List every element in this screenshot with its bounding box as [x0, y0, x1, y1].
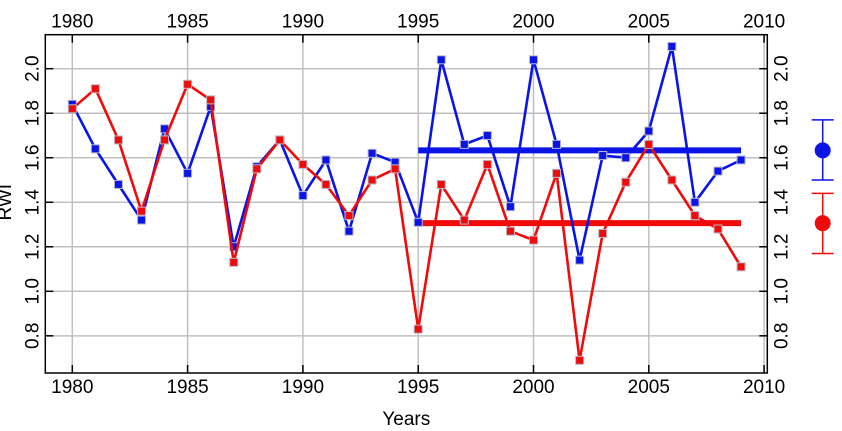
red-line	[71, 83, 743, 362]
red-error-bar	[811, 192, 834, 255]
left-tick-label: 1.2	[22, 234, 43, 260]
left-tick-label: 1.6	[22, 145, 43, 171]
top-tick-label: 1985	[166, 12, 208, 33]
red-marker	[621, 177, 631, 187]
red-marker	[736, 262, 746, 272]
blue-marker	[529, 55, 538, 65]
red-marker	[90, 84, 100, 94]
axes: 1980 1980 1985 1985 1990 1990 1995 1995 2000 2000…	[22, 12, 792, 398]
red-marker	[459, 215, 469, 225]
red-marker	[229, 257, 239, 267]
red-marker	[252, 164, 262, 174]
blue-marker	[690, 197, 700, 207]
bottom-tick-label: 2000	[512, 377, 554, 398]
bottom-tick-label: 1980	[51, 377, 93, 398]
blue-marker	[505, 202, 515, 212]
blue-error-bar	[811, 119, 834, 181]
blue-marker	[298, 191, 308, 201]
blue-marker	[136, 215, 146, 225]
blue-marker	[344, 226, 354, 236]
blue-marker	[482, 130, 492, 140]
red-marker	[67, 104, 77, 114]
red-marker	[344, 211, 354, 221]
blue-marker	[459, 139, 469, 149]
right-tick-label: 1.8	[771, 100, 792, 126]
red-marker	[575, 355, 585, 365]
blue-marker	[367, 148, 377, 158]
blue-marker	[736, 155, 746, 165]
plot-frame	[44, 33, 769, 374]
red-marker	[275, 135, 285, 145]
bottom-tick-label: 2005	[628, 377, 670, 398]
top-tick-label: 1990	[282, 12, 324, 33]
y-axis-label: RWI	[0, 184, 16, 221]
blue-marker	[183, 168, 193, 178]
red-marker	[298, 159, 308, 169]
blue-legend-dot	[814, 142, 831, 159]
blue-marker	[321, 155, 331, 165]
red-marker	[113, 135, 123, 145]
blue-marker	[90, 144, 100, 154]
red-marker	[367, 175, 377, 185]
blue-marker	[644, 126, 654, 136]
bottom-tick-label: 2010	[743, 377, 785, 398]
bottom-tick-label: 1995	[397, 377, 439, 398]
red-marker	[552, 168, 562, 178]
right-tick-label: 1.4	[771, 189, 792, 216]
right-tick-label: 1.2	[771, 234, 792, 260]
red-legend-dot	[814, 215, 831, 232]
blue-marker	[575, 255, 585, 265]
top-tick-label: 2010	[743, 12, 785, 33]
top-tick-label: 2000	[512, 12, 554, 33]
red-marker	[321, 179, 331, 189]
grid-lines	[45, 34, 768, 373]
bottom-tick-label: 1990	[282, 377, 324, 398]
red-marker	[505, 226, 515, 236]
red-marker	[690, 211, 700, 221]
blue-marker	[413, 217, 423, 227]
red-marker	[183, 79, 193, 89]
blue-marker	[621, 153, 631, 163]
right-tick-label: 2.0	[771, 55, 792, 81]
red-marker	[136, 206, 146, 216]
red-marker	[713, 224, 723, 234]
blue-marker	[552, 139, 562, 149]
top-tick-label: 1995	[397, 12, 439, 33]
red-marker	[390, 164, 400, 174]
red-marker	[667, 175, 677, 185]
blue-marker	[667, 41, 677, 51]
blue-marker	[113, 179, 123, 189]
left-tick-label: 1.0	[22, 278, 43, 304]
red-marker	[598, 228, 608, 238]
red-marker	[482, 159, 492, 169]
x-axis-label: Years	[382, 409, 430, 430]
blue-marker	[713, 166, 723, 176]
red-marker	[160, 135, 170, 145]
right-tick-label: 0.8	[771, 323, 792, 349]
blue-marker	[436, 55, 446, 65]
blue-marker	[598, 151, 608, 161]
red-marker	[529, 235, 538, 245]
red-marker	[644, 139, 654, 149]
data-series	[67, 41, 746, 365]
left-tick-label: 0.8	[22, 323, 43, 349]
right-tick-label: 1.0	[771, 278, 792, 304]
right-tick-label: 1.6	[771, 145, 792, 171]
top-tick-label: 2005	[628, 12, 670, 33]
red-marker	[206, 95, 216, 105]
bottom-tick-label: 1985	[166, 377, 208, 398]
top-tick-label: 1980	[51, 12, 93, 33]
red-marker	[413, 324, 423, 334]
left-tick-label: 1.8	[22, 100, 43, 126]
red-marker	[436, 179, 446, 189]
left-tick-label: 1.4	[22, 189, 43, 216]
left-tick-label: 2.0	[22, 55, 43, 81]
error-bar-legend	[811, 119, 834, 255]
red-series	[67, 79, 746, 365]
